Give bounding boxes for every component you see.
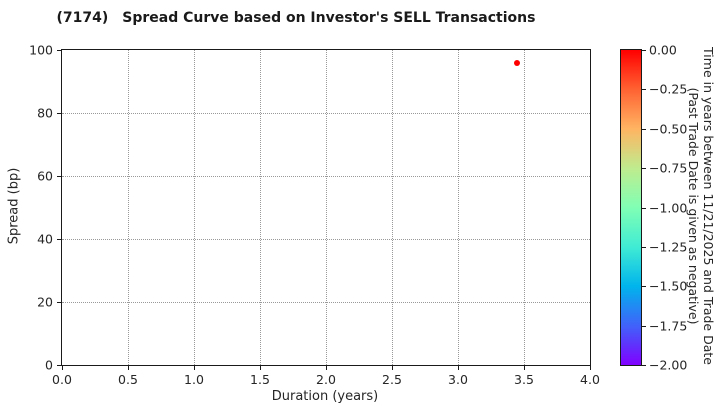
x-gridline	[260, 50, 261, 365]
y-gridline	[62, 302, 590, 303]
colorbar-label-line2: (Past Trade Date is given as negative)	[686, 87, 701, 325]
y-axis-label: Spread (bp)	[6, 167, 22, 245]
y-tick-mark	[57, 176, 61, 177]
y-tick-mark	[57, 239, 61, 240]
colorbar-tick-mark	[642, 286, 646, 288]
x-tick-label: 1.5	[250, 372, 270, 387]
x-gridline	[458, 50, 459, 365]
colorbar-tick-label: −1.50	[649, 278, 688, 294]
y-tick-label: 40	[37, 231, 53, 247]
colorbar-tick-label: −0.75	[649, 160, 688, 176]
x-tick-label: 4.0	[580, 372, 600, 387]
x-tick-mark	[62, 366, 63, 370]
colorbar-tick-mark	[642, 207, 646, 209]
y-tick-mark	[57, 365, 61, 366]
y-gridline	[62, 239, 590, 240]
colorbar-tick-mark	[642, 89, 646, 91]
y-tick-label: 0	[45, 357, 53, 373]
colorbar-tick-label: −1.75	[649, 318, 688, 334]
x-gridline	[524, 50, 525, 365]
x-tick-label: 0.5	[118, 372, 138, 387]
x-gridline	[326, 50, 327, 365]
colorbar-tick-mark	[642, 168, 646, 170]
x-tick-label: 2.5	[382, 372, 402, 387]
chart-title: (7174) Spread Curve based on Investor's S…	[40, 10, 552, 26]
y-tick-label: 60	[37, 168, 53, 184]
colorbar-tick-mark	[642, 50, 646, 51]
data-point	[514, 59, 521, 66]
x-tick-label: 2.0	[316, 372, 336, 387]
x-gridline	[392, 50, 393, 365]
y-tick-label: 100	[29, 42, 53, 58]
x-tick-label: 0.0	[52, 372, 72, 387]
colorbar-label: Time in years between 11/21/2025 and Tra…	[686, 47, 716, 365]
x-tick-mark	[392, 366, 393, 370]
colorbar-tick-label: −1.25	[649, 239, 688, 255]
x-tick-mark	[260, 366, 261, 370]
colorbar-tick-mark	[642, 325, 646, 327]
colorbar: 0.00 −0.25 −0.50 −0.75 −1.00 −1.25 −1.50 −1.75 −…	[620, 43, 687, 373]
colorbar-tick-label: −1.00	[649, 200, 688, 215]
y-tick-mark	[57, 113, 61, 114]
x-tick-mark	[128, 366, 129, 370]
y-gridline	[62, 113, 590, 114]
colorbar-label-line1: Time in years between 11/21/2025 and Tra…	[701, 47, 716, 365]
plot-area: 0.0 0.5 1.0 1.5 2.0 2.5 3.0 3.5 4.0 0 20 40 60 80 100	[29, 43, 600, 388]
x-tick-label: 1.0	[184, 372, 204, 387]
x-tick-label: 3.0	[448, 372, 468, 387]
colorbar-tick-mark	[642, 128, 646, 130]
x-gridline	[128, 50, 129, 365]
colorbar-tick-label: 0.00	[649, 42, 677, 58]
x-axis-label: Duration (years)	[271, 389, 379, 404]
x-tick-mark	[326, 366, 327, 370]
x-gridline	[194, 50, 195, 365]
y-tick-mark	[57, 50, 61, 51]
y-tick-label: 80	[37, 105, 53, 121]
colorbar-tick-label: −0.25	[649, 81, 688, 97]
colorbar-tick-label: −2.00	[649, 357, 688, 373]
chart-title-text: Spread Curve based on Investor's SELL Tr…	[122, 10, 536, 26]
y-tick-mark	[57, 302, 61, 303]
y-tick-label: 20	[37, 294, 53, 310]
colorbar-tick-mark	[642, 246, 646, 248]
colorbar-tick-label: −0.50	[649, 121, 688, 137]
x-tick-mark	[590, 366, 591, 370]
colorbar-tick-mark	[642, 365, 646, 366]
ticker-code: (7174)	[56, 10, 109, 26]
x-tick-mark	[524, 366, 525, 370]
x-tick-mark	[458, 366, 459, 370]
x-tick-label: 3.5	[514, 372, 534, 387]
y-gridline	[62, 176, 590, 177]
x-tick-mark	[194, 366, 195, 370]
